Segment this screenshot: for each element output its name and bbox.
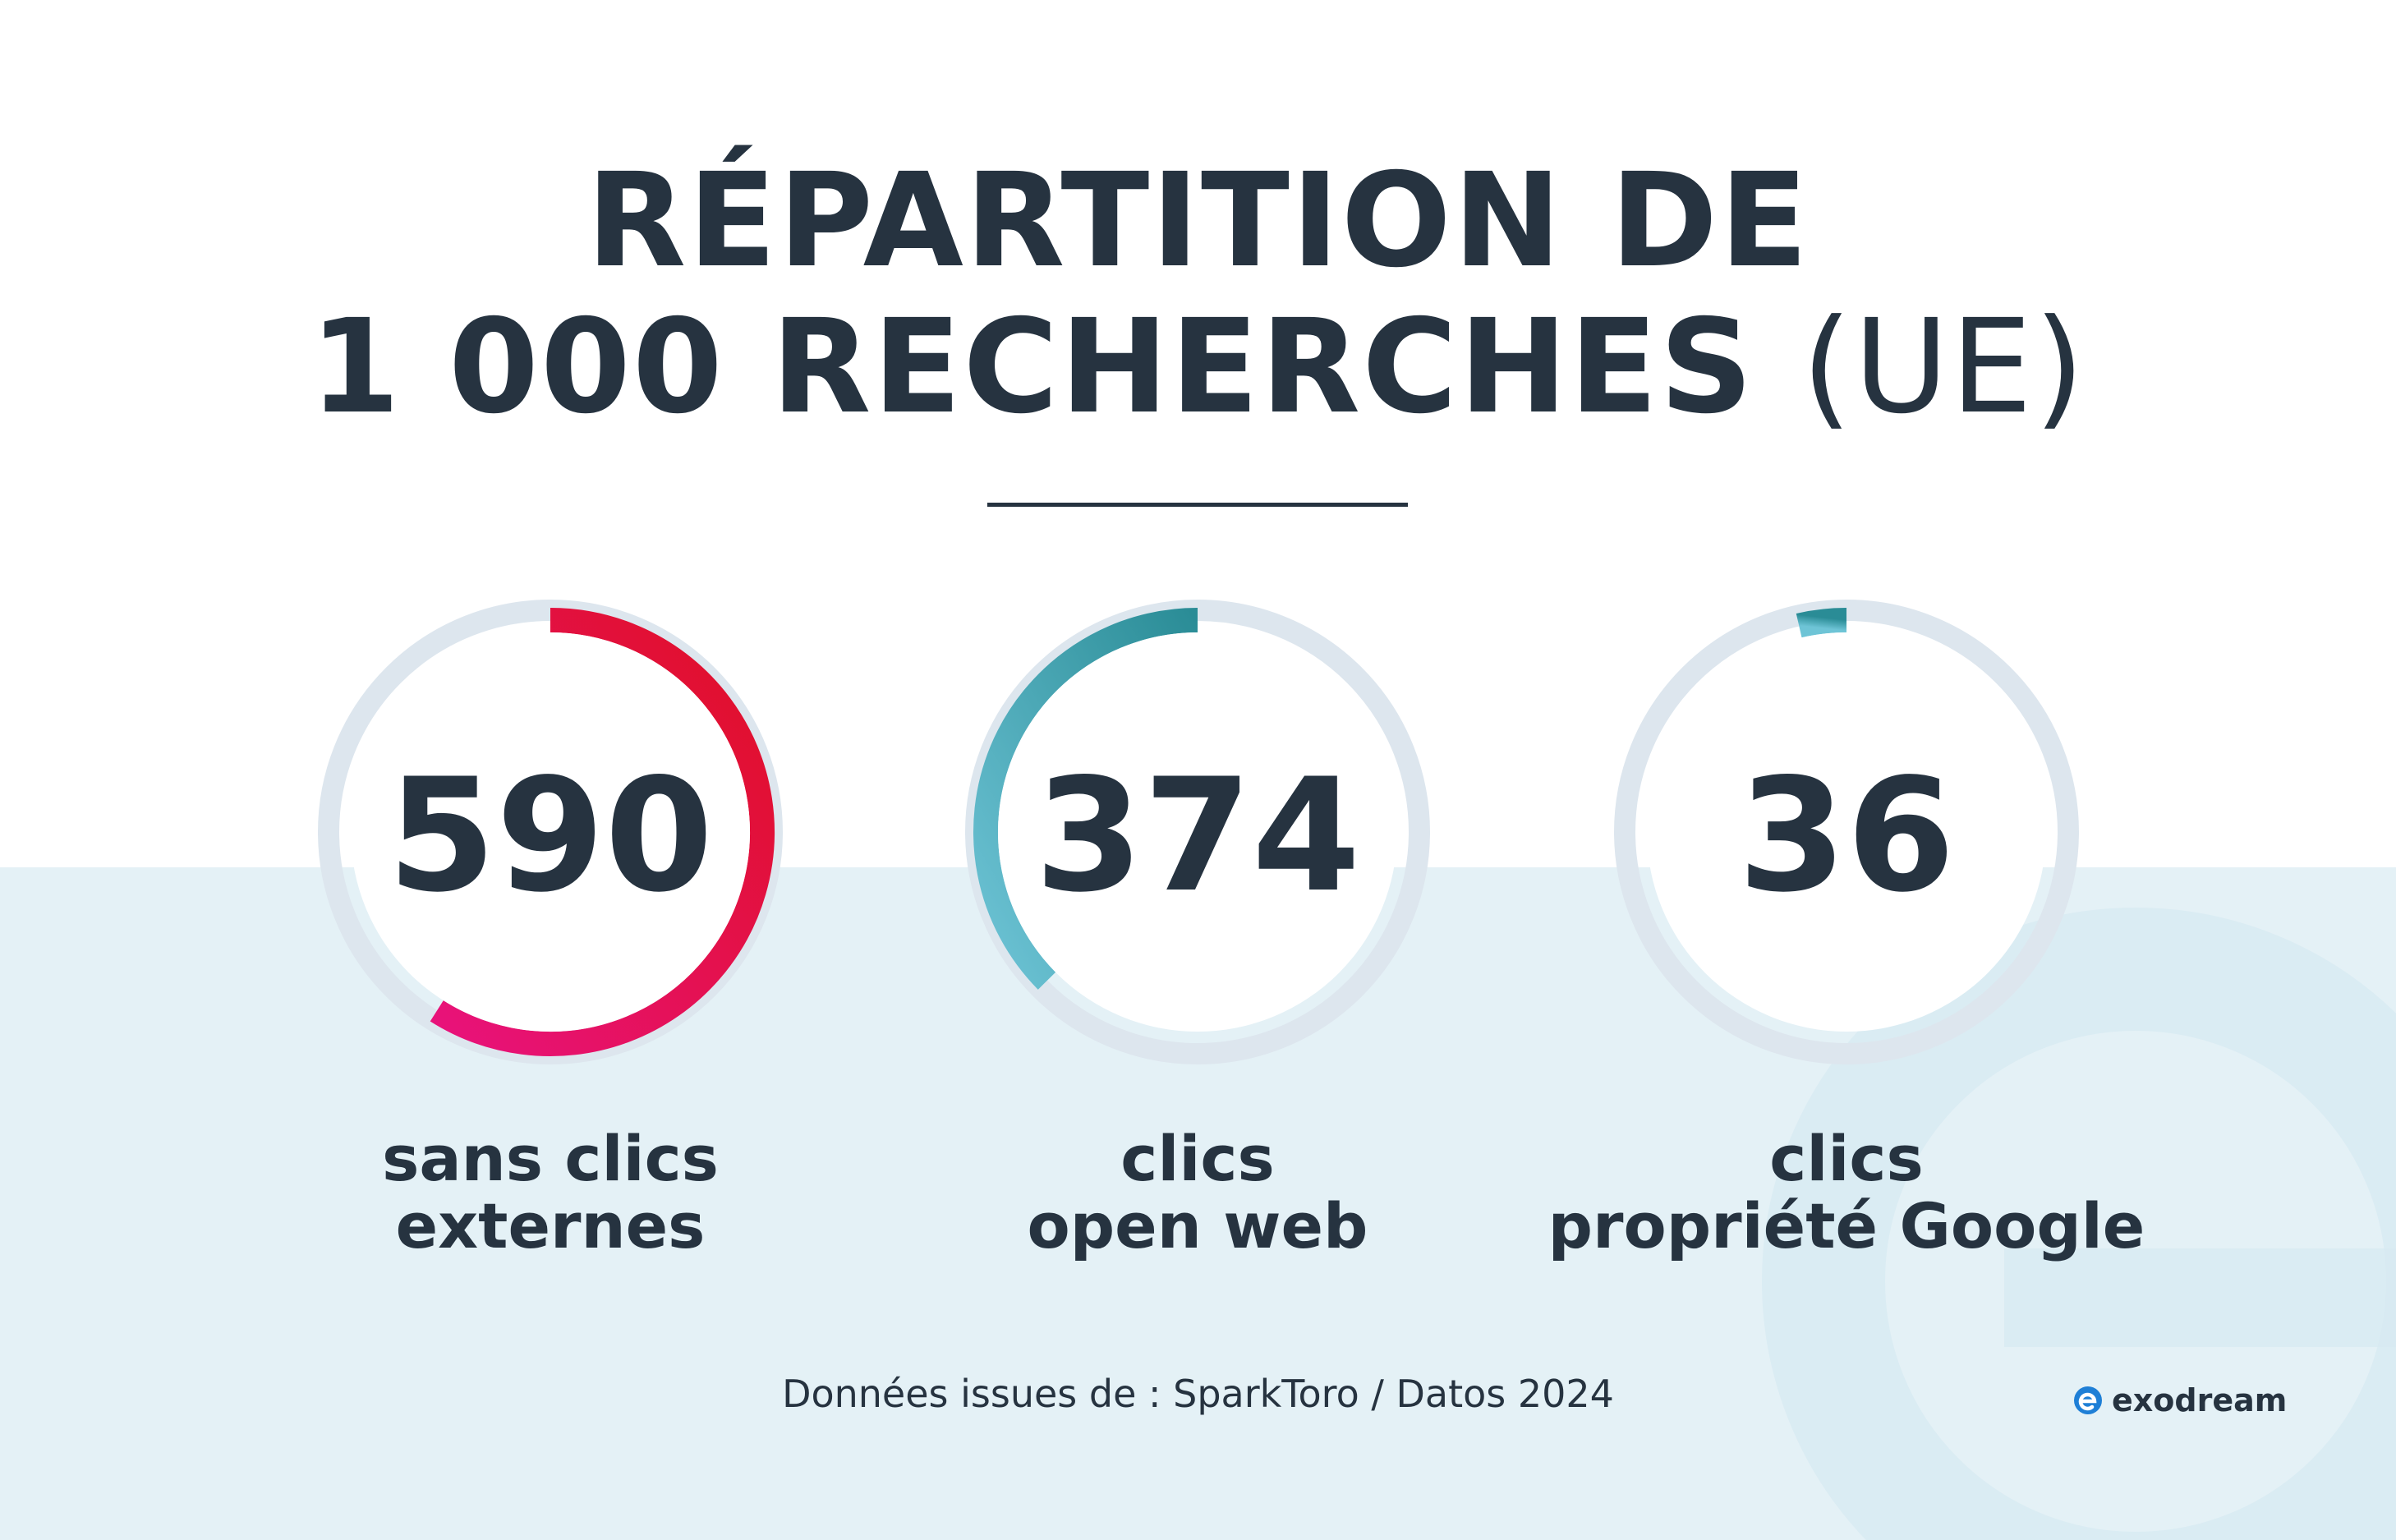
donut-value-arc: [1796, 608, 1847, 638]
donut-caption: clics propriété Google: [1518, 1125, 2175, 1260]
donut-caption: sans clics externes: [222, 1125, 879, 1260]
donut-value-arc: [430, 608, 775, 1056]
donut-value-label: 590: [388, 745, 714, 926]
donut-caption: clics open web: [869, 1125, 1526, 1260]
source-note: Données issues de : SparkToro / Datos 20…: [782, 1372, 1614, 1416]
title-divider: [987, 503, 1408, 507]
donut-1: 590: [318, 600, 783, 1064]
title-line-2: 1 000 RECHERCHES: [310, 292, 1755, 443]
donut-caption-line: externes: [395, 1189, 706, 1262]
donut-caption-line: open web: [1027, 1189, 1368, 1262]
exodream-icon: [2074, 1386, 2102, 1414]
donut-caption-line: sans clics: [382, 1122, 719, 1195]
donut-center: [351, 632, 750, 1032]
donut-value-label: 374: [1035, 745, 1361, 926]
donut-caption-line: clics: [1120, 1122, 1275, 1195]
logo-text: exodream: [2112, 1382, 2288, 1418]
donut-2: 374: [965, 600, 1430, 1064]
page-title: RÉPARTITION DE 1 000 RECHERCHES (UE): [0, 148, 2396, 440]
donut-caption-line: propriété Google: [1548, 1189, 2145, 1262]
donut-center: [998, 632, 1397, 1032]
donut-center: [1647, 632, 2046, 1032]
donut-caption-line: clics: [1769, 1122, 1924, 1195]
donut-value-label: 36: [1738, 745, 1955, 926]
donut-value-arc: [973, 608, 1198, 990]
brand-logo: exodream: [2072, 1380, 2287, 1421]
title-region: (UE): [1801, 292, 2086, 443]
donut-3: 36: [1614, 600, 2079, 1064]
title-line-1: RÉPARTITION DE: [586, 145, 1810, 297]
